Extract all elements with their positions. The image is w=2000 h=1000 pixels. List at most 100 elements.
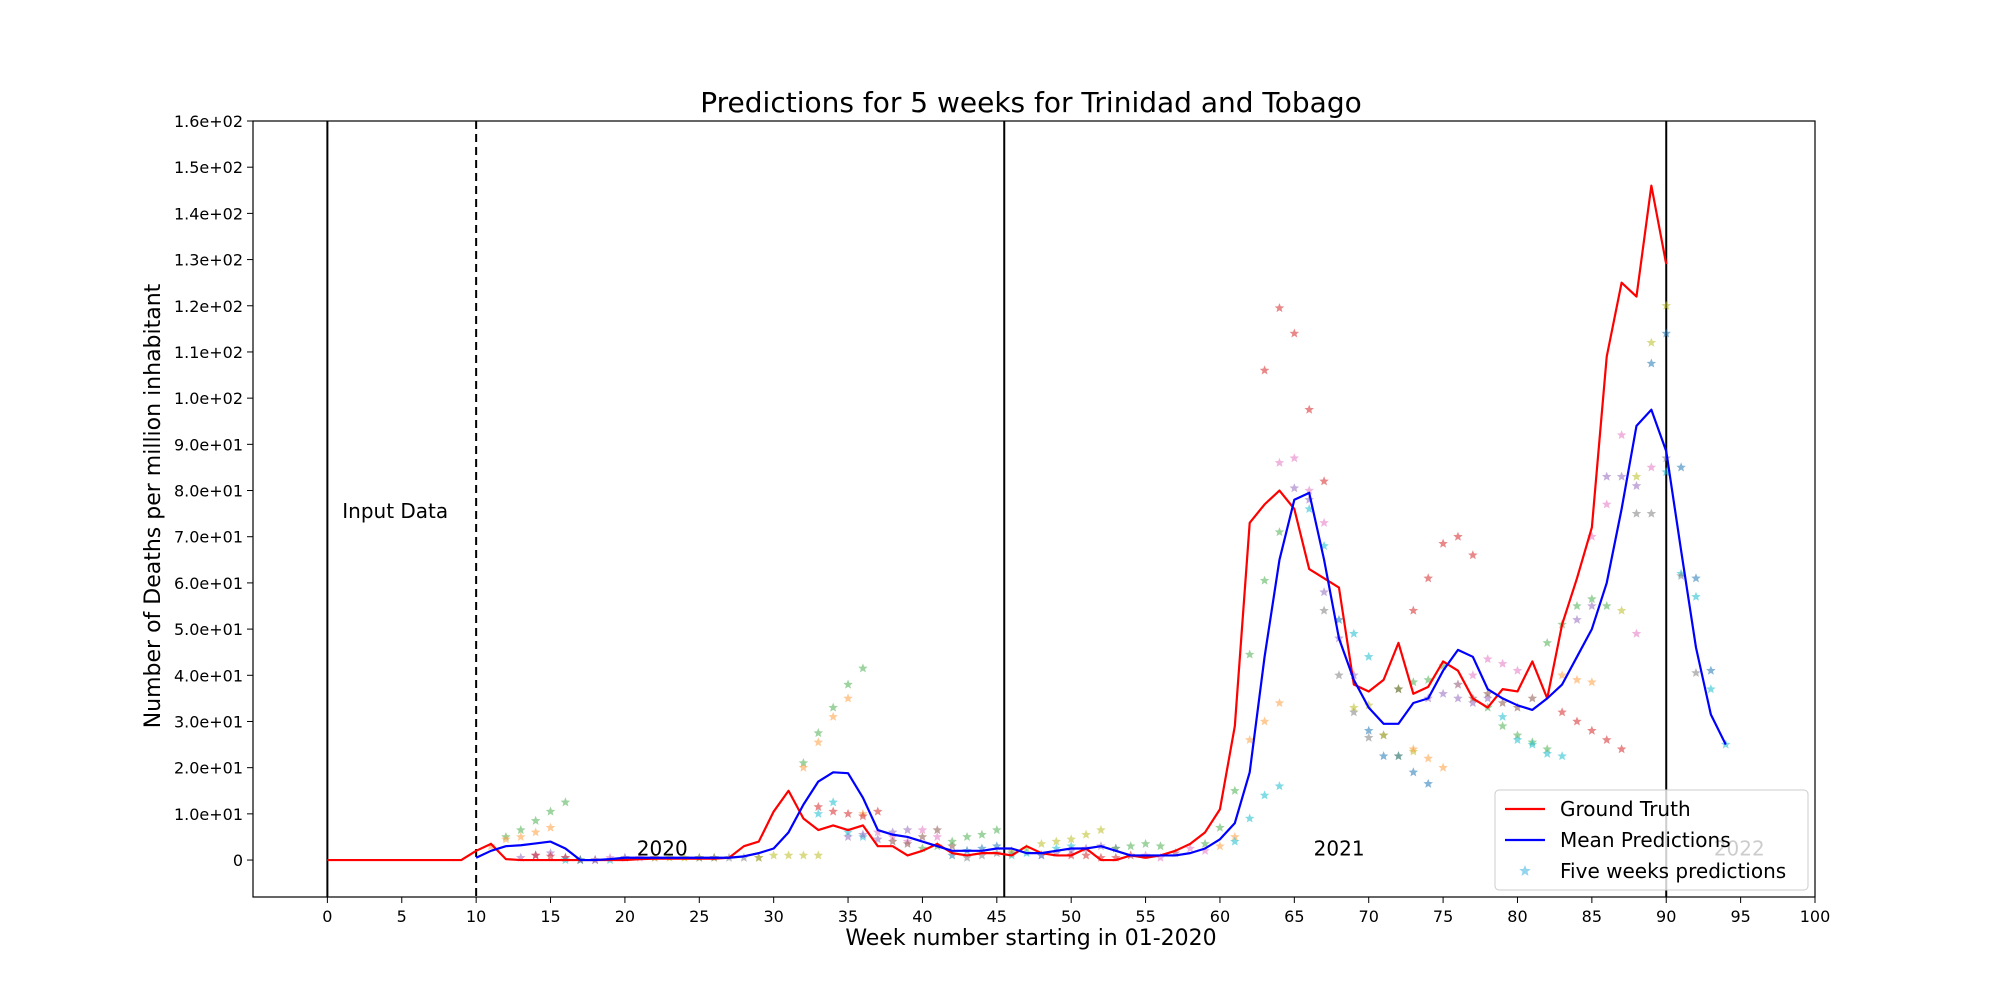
y-tick-label-50: 5.0e+01 (174, 620, 243, 639)
prediction-star-46-3 (1616, 471, 1627, 481)
prediction-star-40-4 (1527, 693, 1538, 703)
legend-marker-2 (1519, 865, 1531, 876)
prediction-star-16-2 (947, 836, 957, 846)
prediction-star-5-1 (605, 852, 615, 862)
x-tick-label-80: 80 (1507, 907, 1527, 926)
prediction-star-12-1 (828, 806, 838, 816)
prediction-star-24-1 (1155, 852, 1166, 862)
prediction-star-12-0 (813, 801, 824, 811)
prediction-star-13-2 (873, 834, 883, 844)
prediction-star-31-4 (1363, 651, 1374, 661)
prediction-star-15-4 (947, 841, 957, 851)
prediction-star-31-0 (1304, 504, 1314, 514)
prediction-star-8-1 (768, 850, 779, 860)
y-tick-label-90: 9.0e+01 (174, 435, 243, 454)
prediction-star-36-0 (1393, 684, 1404, 694)
legend-label-1: Mean Predictions (1560, 828, 1731, 852)
prediction-star-37-2 (1438, 762, 1448, 772)
prediction-star-37-1 (1423, 753, 1433, 763)
prediction-star-31-1 (1319, 540, 1329, 550)
prediction-star-22-3 (1111, 852, 1121, 862)
x-tick-label-10: 10 (466, 907, 486, 926)
prediction-star-43-0 (1542, 637, 1552, 647)
prediction-star-44-2 (1587, 725, 1597, 735)
prediction-star-17-2 (977, 843, 987, 853)
prediction-star-48-3 (1661, 300, 1671, 310)
prediction-star-1-0 (486, 841, 496, 851)
x-tick-label-5: 5 (397, 907, 407, 926)
prediction-star-10-0 (798, 762, 809, 772)
prediction-star-30-0 (1289, 483, 1300, 493)
prediction-star-14-0 (873, 827, 883, 837)
x-tick-label-40: 40 (912, 907, 932, 926)
prediction-star-8-2 (783, 850, 794, 860)
prediction-star-35-1 (1408, 605, 1419, 615)
prediction-star-25-4 (1259, 575, 1270, 585)
prediction-star-32-0 (1319, 605, 1329, 615)
prediction-star-34-3 (1408, 767, 1419, 777)
prediction-star-46-4 (1631, 480, 1642, 490)
prediction-star-12-4 (873, 806, 883, 816)
prediction-star-45-1 (1572, 674, 1582, 684)
prediction-star-10-2 (828, 711, 838, 721)
prediction-star-45-0 (1557, 670, 1567, 680)
prediction-star-1-2 (516, 831, 526, 841)
prediction-star-51-4 (1691, 667, 1701, 678)
prediction-star-24-4 (1200, 845, 1210, 855)
prediction-star-36-3 (1438, 661, 1448, 671)
y-tick-label-150: 1.5e+02 (174, 158, 243, 177)
prediction-star-39-4 (1512, 665, 1523, 675)
x-axis-label: Week number starting in 01-2020 (845, 926, 1216, 951)
prediction-star-39-0 (1453, 679, 1463, 689)
legend-label-0: Ground Truth (1560, 797, 1691, 821)
prediction-star-38-2 (1453, 693, 1463, 703)
prediction-star-34-0 (1363, 725, 1374, 735)
prediction-star-17-3 (992, 841, 1002, 851)
prediction-star-49-3 (1691, 573, 1701, 583)
prediction-star-14-4 (932, 831, 943, 841)
prediction-star-24-2 (1170, 848, 1181, 858)
prediction-star-25-2 (1230, 785, 1240, 795)
x-tick-label-70: 70 (1359, 907, 1379, 926)
prediction-star-47-3 (1631, 628, 1642, 638)
prediction-star-33-2 (1378, 730, 1389, 740)
x-tick-label-15: 15 (540, 907, 560, 926)
prediction-star-15-1 (902, 838, 913, 848)
x-tick-label-20: 20 (615, 907, 635, 926)
x-tick-label-30: 30 (763, 907, 783, 926)
annotation-1: 2020 (637, 836, 688, 860)
prediction-star-32-2 (1349, 707, 1359, 717)
prediction-star-47-1 (1601, 499, 1612, 509)
prediction-star-28-0 (1259, 365, 1270, 375)
prediction-star-25-5 (1274, 527, 1285, 537)
prediction-star-39-1 (1468, 670, 1478, 680)
series-line-ground-truth (327, 184, 1668, 862)
prediction-star-31-3 (1349, 628, 1359, 638)
prediction-star-44-0 (1557, 707, 1567, 717)
y-tick-label-80: 8.0e+01 (174, 482, 243, 501)
prediction-star-30-2 (1319, 587, 1329, 597)
legend: Ground Truth Mean Predictions Five weeks p… (1494, 789, 1809, 891)
prediction-star-44-4 (1616, 744, 1627, 754)
x-tick-label-35: 35 (838, 907, 858, 926)
prediction-star-11-2 (843, 827, 853, 837)
prediction-star-51-0 (1631, 508, 1642, 518)
prediction-star-9-0 (798, 758, 809, 768)
prediction-star-36-1 (1408, 677, 1419, 687)
prediction-star-43-4 (1601, 601, 1612, 611)
prediction-star-13-0 (843, 831, 853, 841)
prediction-star-47-4 (1646, 462, 1657, 472)
prediction-star-22-2 (1096, 852, 1106, 862)
prediction-star-16-5 (992, 825, 1002, 835)
y-tick-label-30: 3.0e+01 (174, 712, 243, 731)
prediction-star-31-2 (1334, 614, 1344, 624)
prediction-star-24-3 (1185, 843, 1195, 853)
y-tick-label-60: 6.0e+01 (174, 574, 243, 593)
prediction-star-19-0 (1006, 845, 1017, 855)
series-line-mean-predictions (475, 408, 1727, 862)
prediction-star-20-3 (1051, 843, 1062, 853)
prediction-star-38-3 (1468, 698, 1478, 708)
prediction-star-41-1 (1497, 721, 1508, 731)
prediction-star-34-1 (1378, 751, 1389, 761)
